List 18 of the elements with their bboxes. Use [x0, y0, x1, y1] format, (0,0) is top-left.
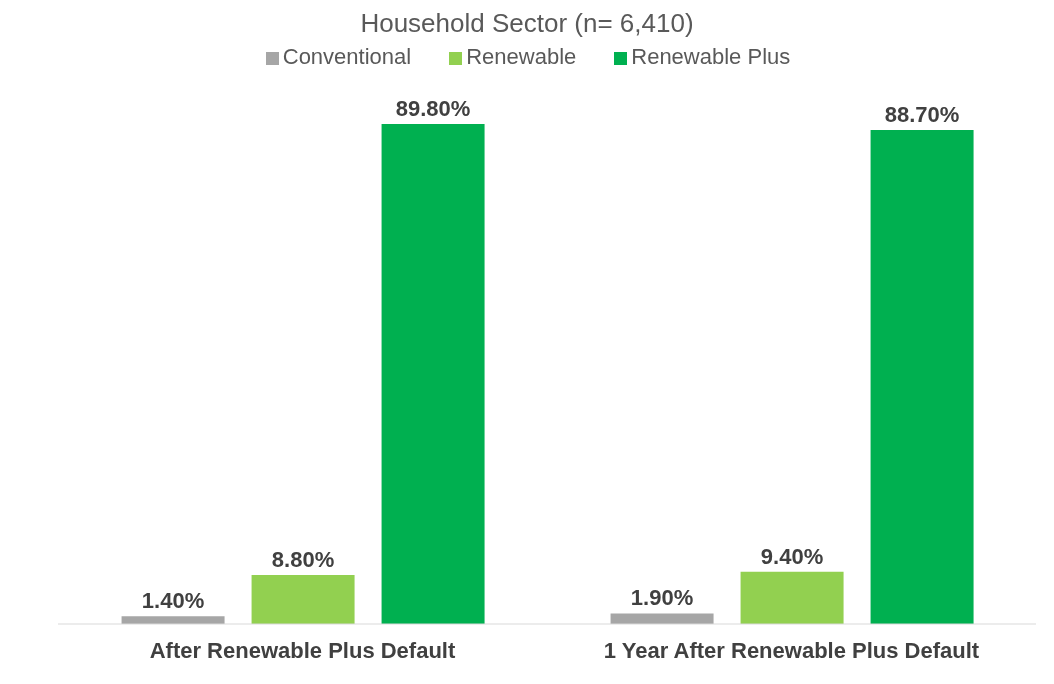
data-label: 1.40% — [141, 588, 205, 614]
x-tick-label: After Renewable Plus Default — [149, 637, 456, 663]
data-label: 9.40% — [760, 543, 824, 569]
chart-title: Household Sector (n= 6,410) — [359, 8, 695, 40]
bar — [740, 571, 844, 624]
x-tick-label: 1 Year After Renewable Plus Default — [603, 637, 980, 663]
legend-label: Renewable Plus — [631, 44, 791, 69]
data-label: 1.90% — [630, 585, 694, 611]
data-label: 89.80% — [395, 96, 471, 121]
data-label: 8.80% — [271, 547, 335, 572]
data-label: 88.70% — [884, 102, 960, 128]
legend-label: Renewable — [466, 44, 577, 69]
bar — [870, 130, 974, 624]
bar — [121, 616, 225, 624]
legend-label: Conventional — [282, 44, 412, 69]
bar — [251, 575, 355, 624]
bar — [381, 124, 485, 624]
bar — [610, 613, 714, 624]
